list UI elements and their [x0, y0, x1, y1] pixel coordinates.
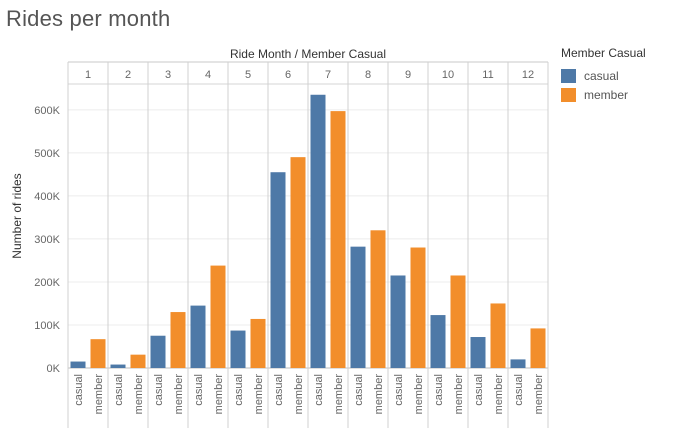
y-tick-label: 400K: [34, 191, 60, 203]
x-tick-label: member: [253, 374, 265, 415]
x-tick-label: casual: [513, 374, 525, 406]
month-header-4: 4: [205, 69, 211, 81]
bar-10-member: [450, 275, 466, 368]
bar-7-casual: [310, 94, 326, 369]
page-title: Rides per month: [6, 6, 171, 31]
legend-title: Member Casual: [561, 46, 646, 60]
x-tick-label: casual: [313, 374, 325, 406]
month-header-3: 3: [165, 69, 171, 81]
x-tick-label: casual: [393, 374, 405, 406]
y-tick-label: 600K: [34, 105, 60, 117]
bar-5-casual: [230, 330, 246, 368]
x-tick-label: member: [373, 374, 385, 415]
bar-2-member: [130, 354, 146, 368]
month-headers: 1 2 3 4 5 6 7 8 9 10 11 12: [85, 69, 534, 81]
bar-1-member: [90, 339, 106, 368]
bar-9-member: [410, 247, 426, 368]
bars: [70, 94, 546, 369]
bar-8-casual: [350, 246, 366, 368]
x-tick-label: casual: [473, 374, 485, 406]
legend-label-casual: casual: [584, 68, 619, 83]
bar-1-casual: [70, 361, 86, 368]
month-header-8: 8: [365, 69, 371, 81]
column-header: Ride Month / Member Casual: [230, 47, 386, 61]
y-tick-label: 300K: [34, 234, 60, 246]
x-axis: casual member casual member casual member casu…: [73, 374, 545, 415]
y-tick-label: 0K: [47, 363, 61, 375]
month-header-7: 7: [325, 69, 331, 81]
x-tick-label: member: [493, 374, 505, 415]
x-tick-label: casual: [113, 374, 125, 406]
month-header-12: 12: [522, 69, 534, 81]
y-axis: 0K 100K 200K 300K 400K 500K 600K: [34, 105, 60, 375]
x-tick-label: casual: [273, 374, 285, 406]
bar-12-member: [530, 328, 546, 368]
x-tick-label: member: [453, 374, 465, 415]
bar-11-casual: [470, 337, 486, 368]
bar-6-member: [290, 157, 306, 368]
x-tick-label: member: [173, 374, 185, 415]
x-tick-label: casual: [73, 374, 85, 406]
x-tick-label: member: [333, 374, 345, 415]
bar-3-member: [170, 312, 186, 368]
month-header-9: 9: [405, 69, 411, 81]
x-tick-label: casual: [153, 374, 165, 406]
legend-label-member: member: [584, 87, 629, 102]
x-tick-label: member: [293, 374, 305, 415]
month-header-5: 5: [245, 69, 251, 81]
x-tick-label: member: [93, 374, 105, 415]
x-tick-label: casual: [193, 374, 205, 406]
x-tick-label: member: [413, 374, 425, 415]
bar-3-casual: [150, 335, 166, 368]
month-header-1: 1: [85, 69, 91, 81]
bar-8-member: [370, 230, 386, 368]
y-tick-label: 200K: [34, 277, 60, 289]
legend-swatch-member: [561, 87, 576, 102]
bar-9-casual: [390, 275, 406, 368]
bar-12-casual: [510, 359, 526, 368]
x-tick-label: casual: [233, 374, 245, 406]
y-axis-title: Number of rides: [10, 173, 24, 258]
y-tick-label: 500K: [34, 148, 60, 160]
month-header-11: 11: [482, 69, 493, 81]
x-tick-label: member: [133, 374, 145, 415]
y-tick-label: 100K: [34, 320, 60, 332]
pane-dividers: [67, 61, 549, 428]
month-header-2: 2: [125, 69, 131, 81]
bar-4-casual: [190, 305, 206, 368]
month-header-6: 6: [285, 69, 291, 81]
bar-7-member: [330, 111, 346, 368]
bar-6-casual: [270, 172, 286, 368]
legend-item-casual[interactable]: casual: [561, 66, 646, 85]
bar-4-member: [210, 265, 226, 368]
bar-11-member: [490, 303, 506, 368]
x-tick-label: member: [213, 374, 225, 415]
legend-item-member[interactable]: member: [561, 85, 646, 104]
bar-10-casual: [430, 315, 446, 368]
legend: Member Casual casual member: [561, 46, 646, 104]
x-tick-label: member: [533, 374, 545, 415]
x-tick-label: casual: [353, 374, 365, 406]
x-tick-label: casual: [433, 374, 445, 406]
bar-5-member: [250, 318, 266, 368]
legend-swatch-casual: [561, 68, 576, 83]
bar-2-casual: [110, 364, 126, 368]
month-header-10: 10: [442, 69, 454, 81]
